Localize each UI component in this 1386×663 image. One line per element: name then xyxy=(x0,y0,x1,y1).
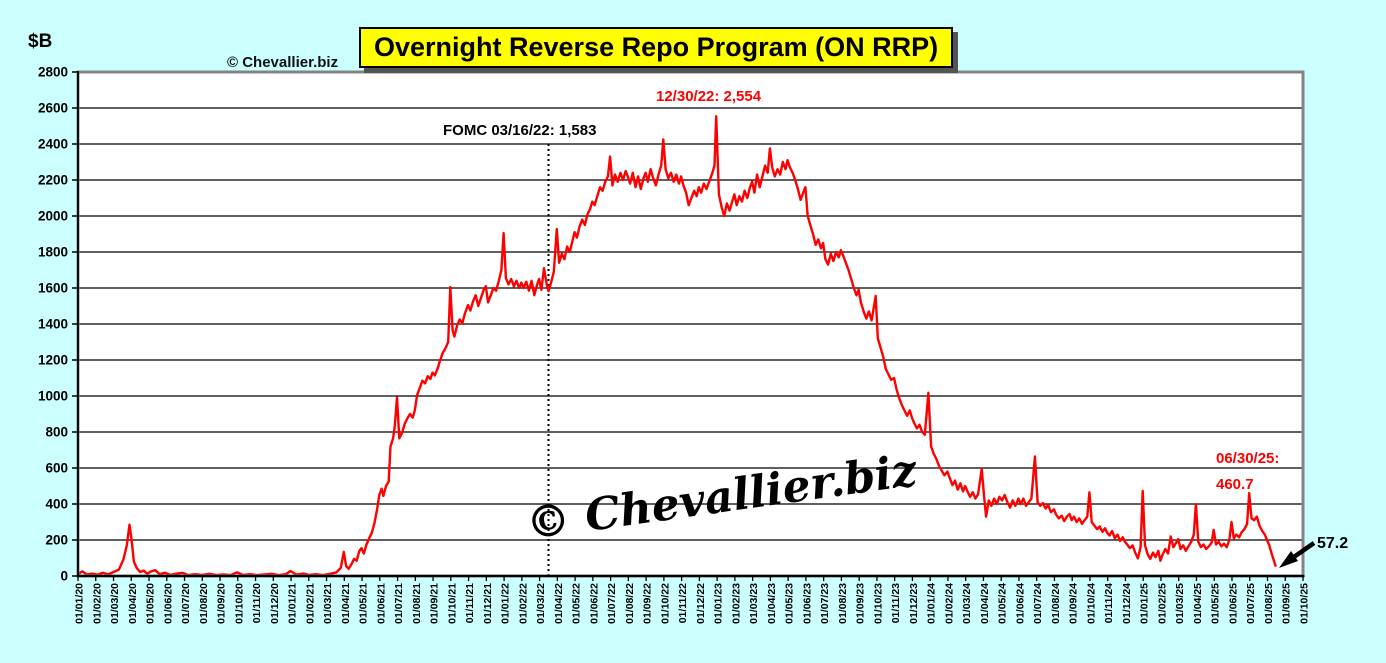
x-axis-label: 01/10/21 xyxy=(446,583,458,624)
x-axis-label: 01/09/24 xyxy=(1068,583,1080,624)
x-axis-label: 01/06/24 xyxy=(1014,583,1026,624)
x-axis-label: 01/01/22 xyxy=(500,583,512,624)
x-axis-label: 01/02/25 xyxy=(1156,583,1168,624)
y-axis-label: 200 xyxy=(45,533,68,548)
y-axis-label: 2800 xyxy=(38,65,68,80)
last-value-label: 57.2 xyxy=(1317,535,1349,552)
y-axis-label: 1200 xyxy=(38,353,68,368)
x-axis-label: 01/11/24 xyxy=(1103,583,1115,623)
x-axis-label: 01/05/25 xyxy=(1210,583,1222,624)
x-axis-label: 01/12/20 xyxy=(269,583,281,624)
x-axis-label: 01/03/20 xyxy=(109,583,121,624)
recent-spike-date: 06/30/25: xyxy=(1216,450,1280,467)
y-axis-label: 1600 xyxy=(38,281,68,296)
x-axis-label: 01/12/24 xyxy=(1121,583,1133,624)
x-axis-label: 01/02/21 xyxy=(304,583,316,624)
y-axis-label: 400 xyxy=(45,497,68,512)
x-axis-label: 01/02/20 xyxy=(91,583,103,624)
y-axis-label: 1000 xyxy=(38,389,68,404)
copyright-label: © Chevallier.biz xyxy=(227,54,339,71)
x-axis-label: 01/08/20 xyxy=(198,583,210,624)
x-axis-label: 01/07/23 xyxy=(819,583,831,624)
recent-spike-annotation: 06/30/25: 460.7 xyxy=(1216,446,1279,498)
x-axis-label: 01/05/24 xyxy=(997,583,1009,624)
x-axis-label: 01/02/23 xyxy=(730,583,742,624)
x-axis-label: 01/06/25 xyxy=(1227,583,1239,624)
x-axis-label: 01/09/25 xyxy=(1281,583,1293,624)
x-axis-label: 01/07/20 xyxy=(180,583,192,624)
x-axis-label: 01/04/23 xyxy=(766,583,778,624)
x-axis-label: 01/06/20 xyxy=(162,583,174,624)
x-axis-label: 01/11/23 xyxy=(890,583,902,623)
fomc-annotation: FOMC 03/16/22: 1,583 xyxy=(443,122,597,139)
y-axis-label: 1800 xyxy=(38,245,68,260)
x-axis-label: 01/03/22 xyxy=(535,583,547,624)
rrp-series-line xyxy=(76,115,1277,577)
x-axis-label: 01/03/21 xyxy=(322,583,334,624)
x-axis-label: 01/10/20 xyxy=(233,583,245,624)
x-axis-label: 01/08/24 xyxy=(1050,583,1062,624)
x-axis-label: 01/03/25 xyxy=(1174,583,1186,624)
x-axis-label: 01/05/21 xyxy=(358,583,370,624)
chart-title: Overnight Reverse Repo Program (ON RRP) xyxy=(359,27,954,68)
x-axis-label: 01/04/21 xyxy=(340,583,352,624)
x-axis-label: 01/06/23 xyxy=(801,583,813,624)
x-axis-label: 01/07/25 xyxy=(1245,583,1257,624)
x-axis-label: 01/10/24 xyxy=(1085,583,1097,624)
x-axis-label: 01/08/21 xyxy=(411,583,423,624)
x-axis-label: 01/02/22 xyxy=(517,583,529,624)
x-axis-label: 01/06/21 xyxy=(375,583,387,624)
y-axis-label: 2400 xyxy=(38,137,68,152)
x-axis-label: 01/09/20 xyxy=(216,583,228,624)
x-axis-label: 01/08/23 xyxy=(837,583,849,624)
x-axis-label: 01/12/23 xyxy=(908,583,920,624)
y-axis-label: 600 xyxy=(45,461,68,476)
x-axis-label: 01/08/22 xyxy=(624,583,636,624)
x-axis-label: 01/03/24 xyxy=(961,583,973,624)
x-axis-label: 01/08/25 xyxy=(1263,583,1275,624)
x-axis-label: 01/04/20 xyxy=(127,583,139,624)
y-axis-label: 1400 xyxy=(38,317,68,332)
x-axis-label: 01/01/20 xyxy=(74,583,86,624)
x-axis-label: 01/10/25 xyxy=(1299,583,1311,624)
x-axis-label: 01/12/21 xyxy=(482,583,494,624)
x-axis-label: 01/09/23 xyxy=(855,583,867,624)
y-axis-label: 800 xyxy=(45,425,68,440)
x-axis-label: 01/01/25 xyxy=(1139,583,1151,624)
y-axis-label: 2600 xyxy=(38,101,68,116)
x-axis-label: 01/11/21 xyxy=(464,583,476,623)
y-axis-label: 0 xyxy=(60,569,68,584)
x-axis-label: 01/03/23 xyxy=(748,583,760,624)
recent-spike-value: 460.7 xyxy=(1216,476,1254,493)
x-axis-label: 01/11/20 xyxy=(251,583,263,623)
x-axis-label: 01/07/21 xyxy=(393,583,405,624)
x-axis-label: 01/06/22 xyxy=(588,583,600,624)
x-axis-label: 01/11/22 xyxy=(677,583,689,623)
x-axis-label: 01/05/23 xyxy=(784,583,796,624)
x-axis-label: 01/04/25 xyxy=(1192,583,1204,624)
x-axis-label: 01/04/24 xyxy=(979,583,991,624)
x-axis-label: 01/09/21 xyxy=(429,583,441,624)
y-axis-label: 2000 xyxy=(38,209,68,224)
x-axis-label: 01/05/22 xyxy=(571,583,583,624)
x-axis-label: 01/01/24 xyxy=(926,583,938,624)
x-axis-label: 01/01/21 xyxy=(287,583,299,624)
x-axis-label: 01/02/24 xyxy=(943,583,955,624)
y-axis-label: 2200 xyxy=(38,173,68,188)
x-axis-label: 01/09/22 xyxy=(642,583,654,624)
x-axis-label: 01/10/22 xyxy=(659,583,671,624)
x-axis-label: 01/05/20 xyxy=(145,583,157,624)
x-axis-label: 01/07/22 xyxy=(606,583,618,624)
y-axis-unit-label: $B xyxy=(28,31,53,52)
x-axis-label: 01/04/22 xyxy=(553,583,565,624)
x-axis-label: 01/10/23 xyxy=(872,583,884,624)
x-axis-label: 01/01/23 xyxy=(713,583,725,624)
peak-annotation: 12/30/22: 2,554 xyxy=(656,88,762,105)
x-axis-label: 01/12/22 xyxy=(695,583,707,624)
last-value-arrow xyxy=(1279,541,1316,568)
x-axis-label: 01/07/24 xyxy=(1032,583,1044,624)
